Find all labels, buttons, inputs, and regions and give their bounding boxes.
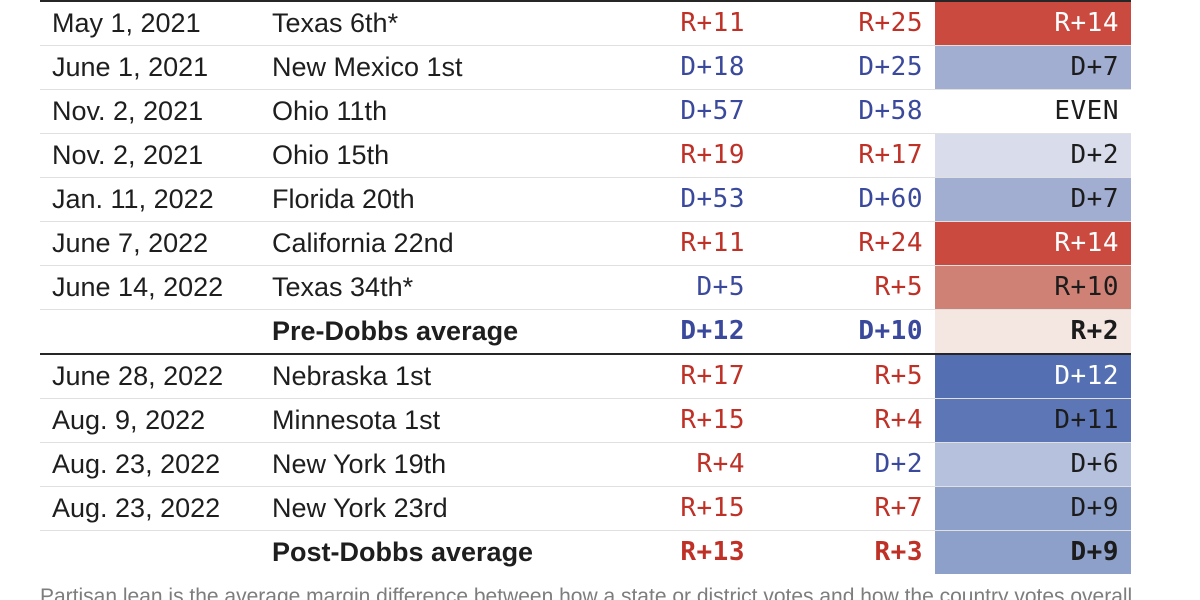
shaded-margin-cell: D+6	[935, 442, 1131, 487]
district-cell: Minnesota 1st	[272, 398, 602, 443]
table-row: June 1, 2021 New Mexico 1st D+18 D+25 D+…	[40, 45, 1131, 90]
date-cell: May 1, 2021	[40, 0, 272, 46]
district-cell: New York 19th	[272, 442, 602, 487]
date-cell	[40, 530, 272, 574]
margin-b-cell: D+10	[745, 309, 935, 354]
margin-b-cell: R+17	[745, 133, 935, 178]
district-cell: Texas 34th*	[272, 265, 602, 310]
date-cell: June 7, 2022	[40, 221, 272, 266]
shaded-margin-cell: R+10	[935, 265, 1131, 310]
margin-b-cell: R+3	[745, 530, 935, 574]
district-cell: New York 23rd	[272, 486, 602, 531]
margin-a-cell: R+11	[602, 221, 745, 266]
shaded-margin-cell: D+11	[935, 398, 1131, 443]
district-cell: California 22nd	[272, 221, 602, 266]
date-cell: Aug. 23, 2022	[40, 442, 272, 487]
date-cell: Aug. 23, 2022	[40, 486, 272, 531]
margin-a-cell: R+19	[602, 133, 745, 178]
table-row: Aug. 23, 2022 New York 19th R+4 D+2 D+6	[40, 442, 1131, 487]
district-cell: Nebraska 1st	[272, 353, 602, 399]
margin-b-cell: R+5	[745, 265, 935, 310]
district-cell: New Mexico 1st	[272, 45, 602, 90]
shaded-margin-cell: R+2	[935, 309, 1131, 354]
district-cell: Ohio 11th	[272, 89, 602, 134]
date-cell: June 28, 2022	[40, 353, 272, 399]
margin-a-cell: R+17	[602, 353, 745, 399]
margin-b-cell: R+4	[745, 398, 935, 443]
margin-a-cell: D+53	[602, 177, 745, 222]
margin-a-cell: D+18	[602, 45, 745, 90]
margin-b-cell: R+5	[745, 353, 935, 399]
shaded-margin-cell: D+9	[935, 530, 1131, 574]
date-cell: Jan. 11, 2022	[40, 177, 272, 222]
table-row: Aug. 23, 2022 New York 23rd R+15 R+7 D+9	[40, 486, 1131, 531]
special-elections-table-wrap: May 1, 2021 Texas 6th* R+11 R+25 R+14 Ju…	[40, 0, 1131, 574]
margin-a-cell: D+5	[602, 265, 745, 310]
margin-b-cell: D+25	[745, 45, 935, 90]
margin-a-cell: R+11	[602, 0, 745, 46]
shaded-margin-cell: D+12	[935, 353, 1131, 399]
date-cell: Nov. 2, 2021	[40, 89, 272, 134]
date-cell: June 1, 2021	[40, 45, 272, 90]
district-cell: Post-Dobbs average	[272, 530, 602, 574]
date-cell: Aug. 9, 2022	[40, 398, 272, 443]
shaded-margin-cell: R+14	[935, 0, 1131, 46]
table-row: May 1, 2021 Texas 6th* R+11 R+25 R+14	[40, 0, 1131, 46]
district-cell: Texas 6th*	[272, 0, 602, 46]
special-elections-table: May 1, 2021 Texas 6th* R+11 R+25 R+14 Ju…	[40, 0, 1131, 574]
margin-b-cell: D+60	[745, 177, 935, 222]
shaded-margin-cell: D+9	[935, 486, 1131, 531]
table-row: Pre-Dobbs average D+12 D+10 R+2	[40, 309, 1131, 354]
margin-a-cell: R+4	[602, 442, 745, 487]
margin-a-cell: D+12	[602, 309, 745, 354]
table-row: Aug. 9, 2022 Minnesota 1st R+15 R+4 D+11	[40, 398, 1131, 443]
table-row: Nov. 2, 2021 Ohio 11th D+57 D+58 EVEN	[40, 89, 1131, 134]
margin-a-cell: D+57	[602, 89, 745, 134]
table-row: June 14, 2022 Texas 34th* D+5 R+5 R+10	[40, 265, 1131, 310]
district-cell: Ohio 15th	[272, 133, 602, 178]
margin-b-cell: D+2	[745, 442, 935, 487]
margin-b-cell: D+58	[745, 89, 935, 134]
margin-a-cell: R+13	[602, 530, 745, 574]
footnote: Partisan lean is the average margin diff…	[40, 585, 1139, 600]
table-row: June 7, 2022 California 22nd R+11 R+24 R…	[40, 221, 1131, 266]
margin-b-cell: R+7	[745, 486, 935, 531]
margin-a-cell: R+15	[602, 486, 745, 531]
table-row: Post-Dobbs average R+13 R+3 D+9	[40, 530, 1131, 574]
margin-b-cell: R+24	[745, 221, 935, 266]
date-cell: Nov. 2, 2021	[40, 133, 272, 178]
table-body: May 1, 2021 Texas 6th* R+11 R+25 R+14 Ju…	[40, 0, 1131, 574]
district-cell: Pre-Dobbs average	[272, 309, 602, 354]
district-cell: Florida 20th	[272, 177, 602, 222]
shaded-margin-cell: R+14	[935, 221, 1131, 266]
table-row: June 28, 2022 Nebraska 1st R+17 R+5 D+12	[40, 353, 1131, 399]
table-row: Jan. 11, 2022 Florida 20th D+53 D+60 D+7	[40, 177, 1131, 222]
date-cell	[40, 309, 272, 354]
date-cell: June 14, 2022	[40, 265, 272, 310]
shaded-margin-cell: D+7	[935, 177, 1131, 222]
margin-b-cell: R+25	[745, 0, 935, 46]
margin-a-cell: R+15	[602, 398, 745, 443]
table-row: Nov. 2, 2021 Ohio 15th R+19 R+17 D+2	[40, 133, 1131, 178]
shaded-margin-cell: EVEN	[935, 89, 1131, 134]
shaded-margin-cell: D+7	[935, 45, 1131, 90]
shaded-margin-cell: D+2	[935, 133, 1131, 178]
